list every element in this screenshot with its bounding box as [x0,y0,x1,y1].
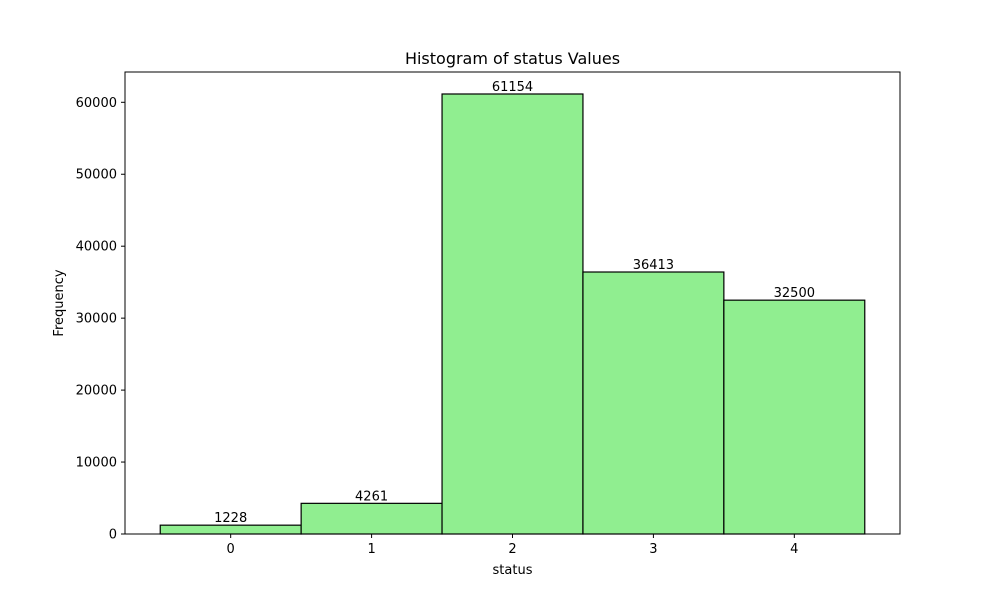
x-tick-label-0: 0 [227,542,235,557]
y-tick-label-60000: 60000 [76,96,117,111]
data-label-3: 36413 [633,258,674,273]
data-label-4: 32500 [774,286,815,301]
y-tick-label-50000: 50000 [76,168,117,183]
y-tick-label-20000: 20000 [76,384,117,399]
plot-area: 1228 4261 61154 36413 32500 0 10000 20000 30000 4… [76,71,901,557]
x-tick-label-3: 3 [649,542,657,557]
x-tick-label-1: 1 [367,542,375,557]
y-tick-label-0: 0 [109,528,117,543]
x-axis-title: status [493,563,533,578]
data-label-1: 4261 [355,489,388,504]
bar-3 [582,271,725,535]
chart-title: Histogram of status Values [405,49,620,68]
y-tick-label-10000: 10000 [76,456,117,471]
y-axis-title: Frequency [52,269,67,336]
y-tick-label-30000: 30000 [76,312,117,327]
bar-2 [441,93,584,535]
bar-0 [159,524,302,535]
y-tick-label-40000: 40000 [76,240,117,255]
x-tick-label-4: 4 [790,542,798,557]
data-label-2: 61154 [492,80,533,95]
bar-4 [723,299,866,535]
data-label-0: 1228 [214,511,247,526]
x-tick-label-2: 2 [508,542,516,557]
bar-1 [300,502,443,535]
